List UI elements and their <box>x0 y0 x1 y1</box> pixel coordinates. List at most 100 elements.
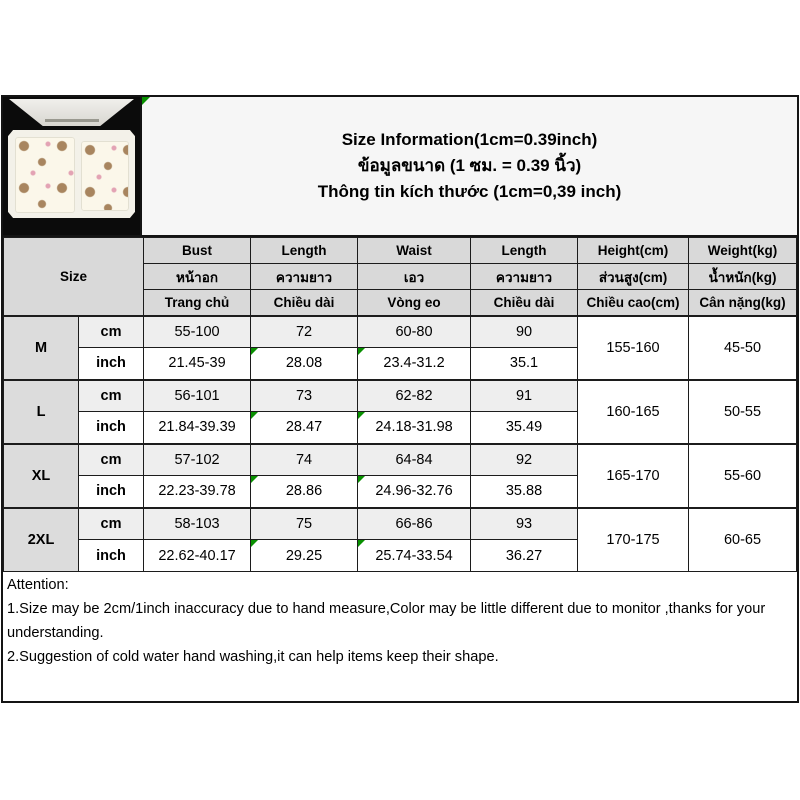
header-length-vi: Chiều dài <box>250 289 359 317</box>
excel-error-flag-icon <box>251 412 259 419</box>
excel-error-flag-icon <box>358 476 366 483</box>
value-cell: 24.18-31.98 <box>357 411 472 444</box>
header-height-th: ส่วนสูง(cm) <box>577 263 690 290</box>
header-length2-en: Length <box>470 237 579 264</box>
row-m-inch: inch 21.45-39 28.08 23.4-31.2 35.1 <box>4 347 797 380</box>
header-row-thai: หน้าอก ความยาว เอว ความยาว ส่วนสูง(cm) น… <box>4 263 797 290</box>
folded-pajama-bottom <box>81 141 129 211</box>
value-cell: 24.96-32.76 <box>357 475 472 508</box>
value-cell: 21.45-39 <box>143 347 252 380</box>
height-cell: 160-165 <box>577 378 690 444</box>
header-row-vietnamese: Trang chủ Chiều dài Vòng eo Chiều dài Ch… <box>4 289 797 317</box>
excel-error-flag-icon <box>251 476 259 483</box>
header-waist-vi: Vòng eo <box>357 289 472 317</box>
header-weight-th: น้ำหนัก(kg) <box>688 263 797 290</box>
size-label-l: L <box>3 378 79 444</box>
value-cell: 29.25 <box>250 539 359 572</box>
title-vietnamese: Thông tin kích thước (1cm=0,39 inch) <box>317 182 622 201</box>
header-bust-vi: Trang chủ <box>143 289 252 317</box>
value-cell: 64-84 <box>357 442 472 476</box>
size-table: Size Bust Length Waist Length Height(cm)… <box>2 237 797 572</box>
unit-inch: inch <box>77 539 145 572</box>
value-cell: 57-102 <box>143 442 252 476</box>
attention-note-1: 1.Size may be 2cm/1inch inaccuracy due t… <box>7 601 766 641</box>
unit-inch: inch <box>77 475 145 508</box>
unit-cm: cm <box>77 314 145 348</box>
weight-cell: 60-65 <box>688 506 797 572</box>
value-cell: 90 <box>470 314 579 348</box>
value-cell: 23.4-31.2 <box>357 347 472 380</box>
unit-cm: cm <box>77 378 145 412</box>
size-corner-label: Size <box>2 237 145 316</box>
excel-error-flag-icon <box>142 97 150 105</box>
row-l-inch: inch 21.84-39.39 28.47 24.18-31.98 35.49 <box>4 411 797 444</box>
attention-note-2: 2.Suggestion of cold water hand washing,… <box>7 649 499 665</box>
attention-heading: Attention: <box>7 577 69 593</box>
header-weight-vi: Cân nặng(kg) <box>688 289 797 317</box>
title-thai: ข้อมูลขนาด (1 ซม. = 0.39 นิ้ว) <box>357 156 582 175</box>
value-cell: 93 <box>470 506 579 540</box>
header-height-vi: Chiều cao(cm) <box>577 289 690 317</box>
value-cell: 56-101 <box>143 378 252 412</box>
row-l-cm: L cm 56-101 73 62-82 91 160-165 50-55 <box>3 378 797 444</box>
value-cell: 35.49 <box>470 411 579 444</box>
value-cell: 60-80 <box>357 314 472 348</box>
value-cell: 21.84-39.39 <box>143 411 252 444</box>
weight-cell: 45-50 <box>688 314 797 380</box>
row-xl-cm: XL cm 57-102 74 64-84 92 165-170 55-60 <box>3 442 797 508</box>
unit-inch: inch <box>77 347 145 380</box>
row-2xl-inch: inch 22.62-40.17 29.25 25.74-33.54 36.27 <box>4 539 797 572</box>
box-lid-label <box>44 119 99 122</box>
value-cell: 25.74-33.54 <box>357 539 472 572</box>
unit-cm: cm <box>77 442 145 476</box>
product-photo <box>3 97 142 235</box>
value-cell: 58-103 <box>143 506 252 540</box>
value-cell: 28.86 <box>250 475 359 508</box>
excel-error-flag-icon <box>358 540 366 547</box>
value-cell: 22.23-39.78 <box>143 475 252 508</box>
header-row-english: Size Bust Length Waist Length Height(cm)… <box>2 237 797 316</box>
size-label-xl: XL <box>3 442 79 508</box>
value-cell: 62-82 <box>357 378 472 412</box>
title-english: Size Information(1cm=0.39inch) <box>341 130 598 149</box>
top-band: Size Information(1cm=0.39inch) ข้อมูลขนา… <box>3 97 797 237</box>
weight-cell: 55-60 <box>688 442 797 508</box>
row-2xl-cm: 2XL cm 58-103 75 66-86 93 170-175 60-65 <box>3 506 797 572</box>
header-waist-th: เอว <box>357 263 472 290</box>
value-cell: 75 <box>250 506 359 540</box>
header-length2-th: ความยาว <box>470 263 579 290</box>
height-cell: 165-170 <box>577 442 690 508</box>
value-cell: 55-100 <box>143 314 252 348</box>
excel-error-flag-icon <box>358 348 366 355</box>
value-cell: 28.08 <box>250 347 359 380</box>
value-cell: 72 <box>250 314 359 348</box>
unit-inch: inch <box>77 411 145 444</box>
weight-cell: 50-55 <box>688 378 797 444</box>
excel-error-flag-icon <box>251 540 259 547</box>
size-chart-sheet: Size Information(1cm=0.39inch) ข้อมูลขนา… <box>1 95 799 703</box>
header-weight-en: Weight(kg) <box>688 237 797 264</box>
value-cell: 66-86 <box>357 506 472 540</box>
value-cell: 74 <box>250 442 359 476</box>
header-length2-vi: Chiều dài <box>470 289 579 317</box>
header-height-en: Height(cm) <box>577 237 690 264</box>
header-length-en: Length <box>250 237 359 264</box>
size-label-2xl: 2XL <box>3 506 79 572</box>
unit-cm: cm <box>77 506 145 540</box>
size-label-m: M <box>3 314 79 380</box>
height-cell: 155-160 <box>577 314 690 380</box>
header-length-th: ความยาว <box>250 263 359 290</box>
value-cell: 73 <box>250 378 359 412</box>
excel-error-flag-icon <box>251 348 259 355</box>
row-m-cm: M cm 55-100 72 60-80 90 155-160 45-50 <box>3 314 797 380</box>
value-cell: 22.62-40.17 <box>143 539 252 572</box>
value-cell: 35.88 <box>470 475 579 508</box>
height-cell: 170-175 <box>577 506 690 572</box>
header-bust-th: หน้าอก <box>143 263 252 290</box>
attention-notes: Attention: 1.Size may be 2cm/1inch inacc… <box>3 572 797 669</box>
value-cell: 91 <box>470 378 579 412</box>
value-cell: 35.1 <box>470 347 579 380</box>
header-waist-en: Waist <box>357 237 472 264</box>
value-cell: 36.27 <box>470 539 579 572</box>
